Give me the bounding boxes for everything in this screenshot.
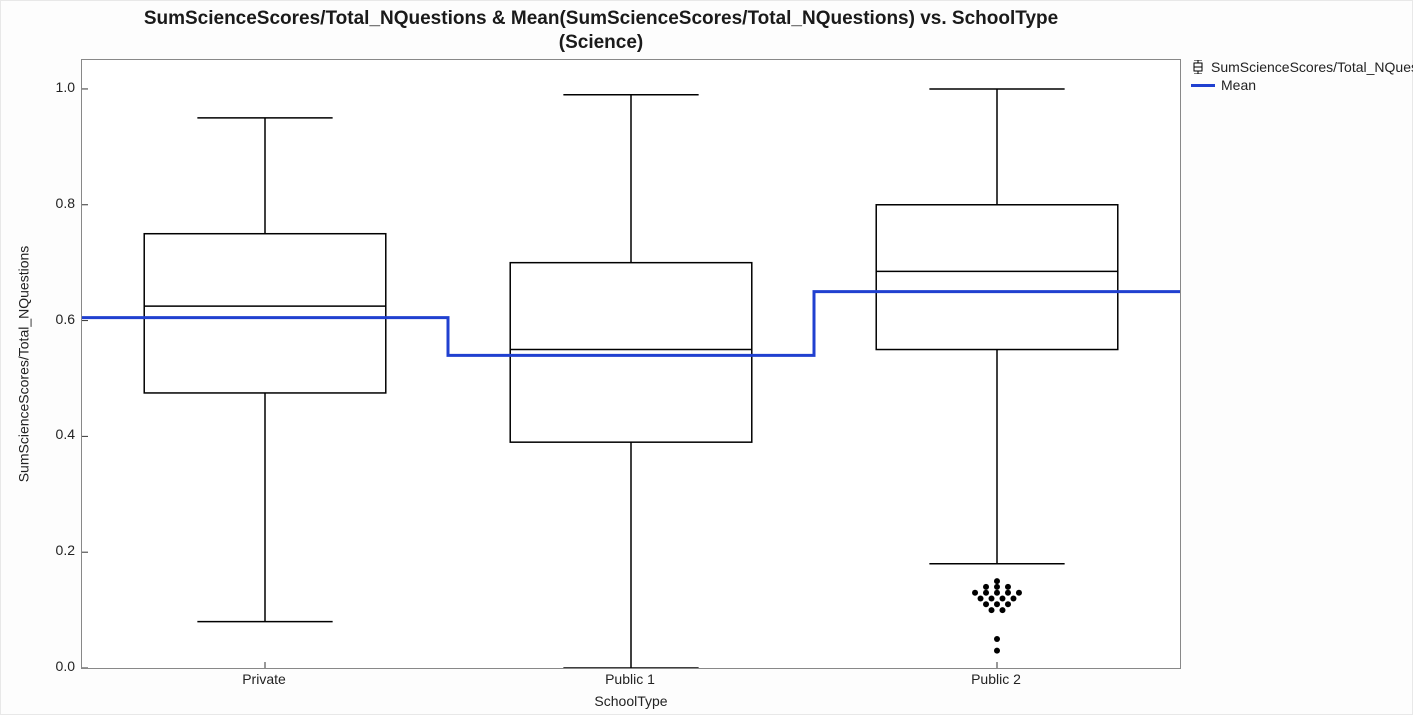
y-axis-label-text: SumScienceScores/Total_NQuestions bbox=[15, 246, 31, 483]
chart-container: SumScienceScores/Total_NQuestions & Mean… bbox=[0, 0, 1413, 715]
x-axis-label: SchoolType bbox=[81, 693, 1181, 709]
legend: SumScienceScores/Total_NQuestions Mean bbox=[1191, 59, 1413, 95]
plot-area bbox=[81, 59, 1181, 669]
title-line-1: SumScienceScores/Total_NQuestions & Mean… bbox=[144, 8, 1058, 29]
x-tick-label: Public 2 bbox=[971, 671, 1021, 687]
legend-mean-label: Mean bbox=[1221, 77, 1256, 93]
mean-line-icon bbox=[1191, 84, 1215, 87]
y-tick-label: 0.6 bbox=[41, 311, 75, 327]
boxplot-svg bbox=[82, 60, 1180, 668]
legend-item-mean: Mean bbox=[1191, 77, 1413, 93]
title-line-2: (Science) bbox=[559, 32, 643, 53]
boxplot-icon bbox=[1191, 60, 1205, 74]
x-tick-label: Private bbox=[242, 671, 286, 687]
y-tick-label: 0.0 bbox=[41, 658, 75, 674]
legend-item-boxplot: SumScienceScores/Total_NQuestions bbox=[1191, 59, 1413, 75]
y-tick-label: 0.4 bbox=[41, 426, 75, 442]
legend-box-label: SumScienceScores/Total_NQuestions bbox=[1211, 59, 1413, 75]
x-tick-label: Public 1 bbox=[605, 671, 655, 687]
y-tick-label: 0.8 bbox=[41, 195, 75, 211]
y-tick-label: 1.0 bbox=[41, 79, 75, 95]
chart-title: SumScienceScores/Total_NQuestions & Mean… bbox=[51, 7, 1151, 55]
y-axis-label: SumScienceScores/Total_NQuestions bbox=[13, 59, 33, 669]
y-tick-label: 0.2 bbox=[41, 542, 75, 558]
